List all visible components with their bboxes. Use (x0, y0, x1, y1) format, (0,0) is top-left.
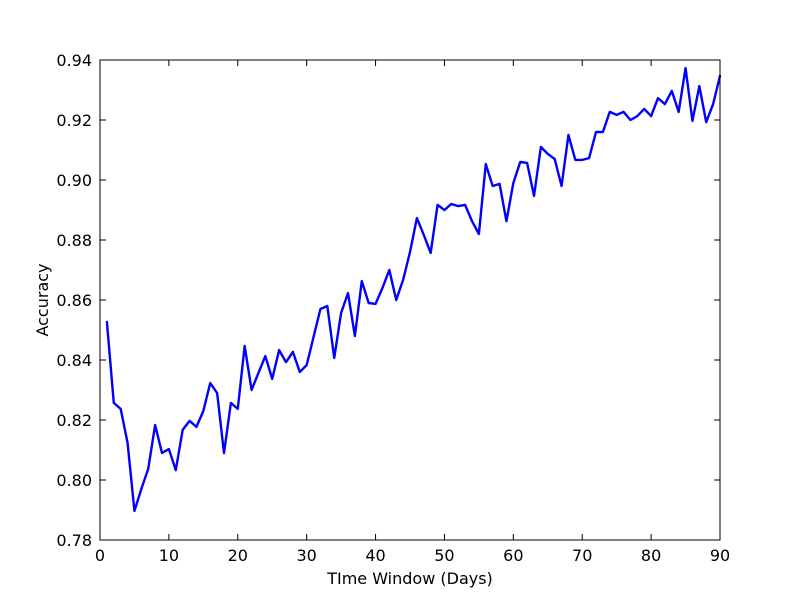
y-tick-label: 0.88 (56, 231, 92, 250)
x-tick-label: 80 (641, 546, 661, 565)
y-tick-label: 0.92 (56, 111, 92, 130)
y-tick-label: 0.84 (56, 351, 92, 370)
x-tick-label: 20 (228, 546, 248, 565)
plot-area (100, 60, 720, 540)
y-tick-label: 0.80 (56, 471, 92, 490)
y-tick-label: 0.82 (56, 411, 92, 430)
plot-frame (99, 59, 721, 541)
x-tick-label: 30 (296, 546, 316, 565)
x-tick-label: 50 (434, 546, 454, 565)
series-line (105, 66, 722, 513)
y-tick-label: 0.90 (56, 171, 92, 190)
x-tick-label: 0 (95, 546, 105, 565)
x-tick-label: 10 (159, 546, 179, 565)
x-tick-label: 70 (572, 546, 592, 565)
y-tick-label: 0.78 (56, 531, 92, 550)
y-axis-title: Accuracy (33, 263, 52, 336)
y-tick-label: 0.94 (56, 51, 92, 70)
x-tick-label: 90 (710, 546, 730, 565)
axis-tick-labels: 0 10 20 30 40 50 60 70 80 90 0.78 0.80 0.82 0.84 0.86 0… (56, 51, 730, 565)
x-tick-label: 40 (365, 546, 385, 565)
y-tick-label: 0.86 (56, 291, 92, 310)
x-axis-title: TIme Window (Days) (326, 569, 493, 588)
x-tick-label: 60 (503, 546, 523, 565)
